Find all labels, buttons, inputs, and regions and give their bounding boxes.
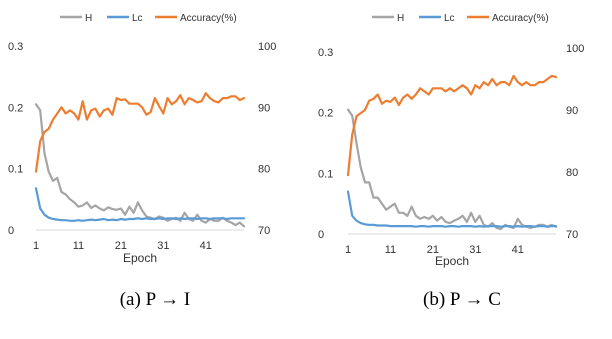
legend-label: H: [85, 13, 92, 24]
y-right-tick-label: 80: [566, 167, 578, 179]
legend-label: Lc: [444, 13, 455, 24]
y-left-tick-label: 0.2: [318, 108, 333, 120]
panel-caption: (b) P → C: [423, 289, 501, 310]
legend-label: Lc: [132, 13, 143, 24]
series-line-accuracy: [34, 92, 246, 173]
x-tick-label: 41: [512, 244, 524, 256]
series-line-h: [346, 108, 558, 231]
legend-label: Accuracy(%): [180, 13, 237, 24]
x-tick-label: 11: [73, 240, 84, 252]
y-left-tick-label: 0.3: [8, 41, 23, 53]
y-right-tick-label: 80: [258, 164, 270, 176]
x-tick-label: 31: [469, 244, 481, 256]
x-axis-title: Epoch: [435, 254, 469, 268]
y-right-tick-label: 90: [566, 105, 578, 117]
series-line-h: [34, 103, 246, 228]
series-line-lc: [346, 190, 558, 228]
series-line-lc: [34, 187, 246, 222]
series-line-accuracy: [346, 74, 558, 177]
x-tick-label: 21: [115, 240, 127, 252]
x-axis-title: Epoch: [123, 251, 157, 265]
legend-label: Accuracy(%): [492, 13, 549, 24]
x-tick-label: 41: [200, 240, 212, 252]
legend-label: H: [397, 13, 404, 24]
y-right-tick-label: 70: [566, 229, 578, 241]
y-left-tick-label: 0.1: [318, 168, 333, 180]
y-right-tick-label: 100: [566, 43, 584, 55]
x-tick-label: 1: [33, 240, 39, 252]
y-right-tick-label: 70: [258, 225, 270, 237]
y-right-tick-label: 100: [258, 41, 276, 53]
y-right-tick-label: 90: [258, 102, 270, 114]
y-left-tick-label: 0.2: [8, 102, 23, 114]
y-left-tick-label: 0: [318, 229, 324, 241]
y-left-tick-label: 0: [8, 225, 14, 237]
panel-caption: (a) P → I: [120, 289, 191, 310]
y-left-tick-label: 0.3: [318, 47, 333, 59]
x-tick-label: 1: [345, 244, 351, 256]
x-tick-label: 31: [157, 240, 169, 252]
x-tick-label: 21: [427, 244, 439, 256]
y-left-tick-label: 0.1: [8, 164, 23, 176]
x-tick-label: 11: [385, 244, 396, 256]
